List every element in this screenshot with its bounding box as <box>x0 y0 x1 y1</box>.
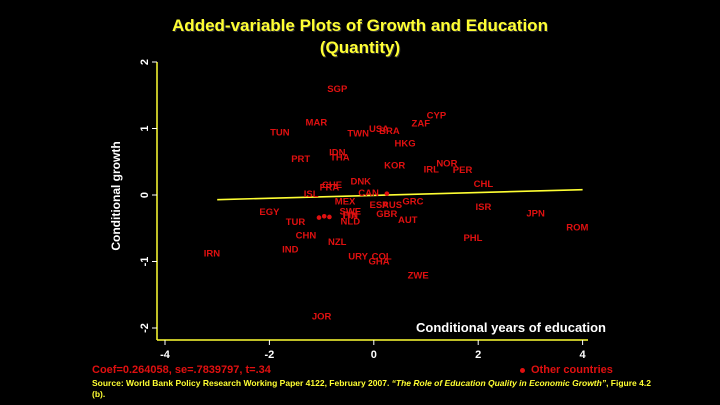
country-label: AUT <box>398 215 418 226</box>
axes-group: -2 -1 0 1 2 -4 -2 0 2 4 <box>139 59 588 361</box>
country-label: BRA <box>379 126 400 137</box>
legend-dot-icon <box>520 367 525 373</box>
legend-label: Other countries <box>531 364 613 376</box>
country-label: NOR <box>436 159 457 170</box>
country-label: AUS <box>382 200 402 211</box>
country-label: ISR <box>475 202 491 213</box>
country-label: IRL <box>424 165 440 176</box>
y-axis-label: Conditional growth <box>109 141 123 250</box>
x-axis-label: Conditional years of education <box>416 320 606 335</box>
source-note: Source: World Bank Policy Research Worki… <box>92 378 652 400</box>
country-label: NZL <box>328 237 347 248</box>
country-label: CHN <box>296 230 317 241</box>
chart-title: Added-variable Plots of Growth and Educa… <box>172 16 548 35</box>
country-label: SWE <box>339 206 361 217</box>
country-label: SGP <box>327 84 348 95</box>
country-label: PER <box>453 165 473 176</box>
country-label: FRA <box>320 183 340 194</box>
country-label: ZAF <box>412 119 431 130</box>
country-label: CYP <box>427 111 447 122</box>
country-label: ROM <box>566 222 588 233</box>
country-label: HKG <box>395 139 416 150</box>
y-tick-label: -2 <box>139 323 151 333</box>
fit-line-group <box>217 188 583 201</box>
regression-stats: Coef=0.264058, se=.7839797, t=.34 <box>92 364 271 376</box>
country-label: PHL <box>463 233 482 244</box>
y-tick-label: -1 <box>139 257 151 267</box>
y-tick-label: 0 <box>139 192 151 198</box>
country-label: CAN <box>358 188 379 199</box>
legend: Other countries <box>520 364 613 376</box>
x-tick-label: 2 <box>475 349 481 361</box>
country-label: NLD <box>341 216 361 227</box>
country-label: JPN <box>526 208 545 219</box>
country-label: MAR <box>306 117 328 128</box>
country-label: TWN <box>347 129 369 140</box>
country-label: GRC <box>402 196 423 207</box>
x-tick-label: -4 <box>160 349 171 361</box>
country-label: TUR <box>286 217 306 228</box>
country-label: ESP <box>370 200 390 211</box>
other-country-point <box>384 191 390 196</box>
country-label: KOR <box>384 161 405 172</box>
x-tick-label: -2 <box>265 349 275 361</box>
country-label: FIN <box>343 210 358 221</box>
fit-line <box>217 188 583 201</box>
source-title: “The Role of Education Quality in Econom… <box>391 378 607 388</box>
country-label: GBR <box>376 209 397 220</box>
country-label: PRT <box>291 154 310 165</box>
country-label: CHE <box>322 180 342 191</box>
country-label: MEX <box>335 196 356 207</box>
chart-subtitle: (Quantity) <box>319 38 401 57</box>
x-tick-label: 4 <box>580 349 587 361</box>
x-tick-label: 0 <box>371 349 377 361</box>
other-country-point <box>321 213 327 219</box>
source-suffix: , Figure 4.2 (b). <box>92 378 651 399</box>
country-label: ISL <box>304 189 319 200</box>
country-label: JOR <box>312 312 332 323</box>
country-label: TUN <box>270 127 290 138</box>
country-label: THA <box>330 153 350 164</box>
country-label: USA <box>369 124 389 135</box>
y-tick-label: 1 <box>139 125 151 131</box>
country-label: URY <box>348 252 368 263</box>
other-country-point <box>316 215 322 220</box>
country-label: ITA <box>343 211 358 222</box>
source-prefix: Source: World Bank Policy Research Worki… <box>92 378 392 388</box>
country-label: GHA <box>368 256 389 267</box>
country-label: ZWE <box>408 270 429 281</box>
country-label: IND <box>282 244 299 255</box>
country-label: IDN <box>329 147 346 158</box>
country-label: CHL <box>474 179 494 190</box>
country-label: DNK <box>350 177 371 188</box>
other-country-point <box>327 214 332 220</box>
y-tick-label: 2 <box>139 59 151 65</box>
country-label: IRN <box>204 248 221 259</box>
country-label: EGY <box>259 207 280 218</box>
country-label: COL <box>372 252 392 263</box>
